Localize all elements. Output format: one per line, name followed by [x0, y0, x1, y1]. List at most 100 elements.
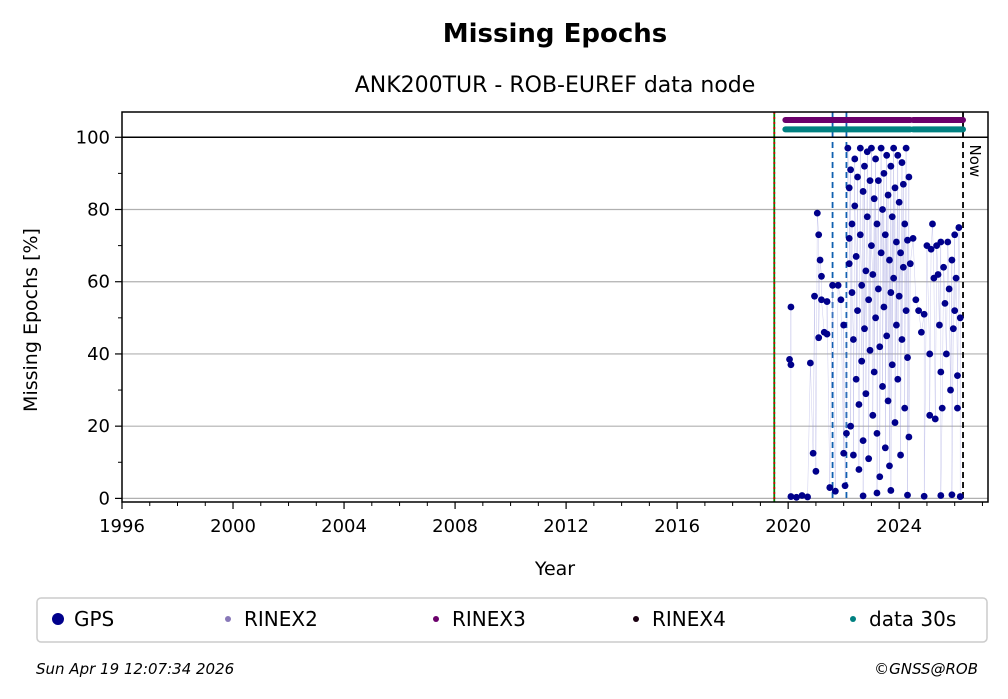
data-point: [816, 256, 824, 264]
data-point: [937, 238, 945, 246]
y-tick-label: 60: [87, 272, 110, 293]
data-point: [874, 285, 882, 293]
data-point: [848, 220, 856, 228]
data-point: [855, 466, 863, 473]
availability-bars: [782, 116, 967, 133]
data-point: [804, 493, 811, 501]
data-point: [829, 281, 836, 289]
data-point: [869, 411, 877, 419]
legend-marker: [52, 613, 64, 625]
data-point: [944, 238, 952, 246]
data-point: [793, 493, 800, 501]
data-point: [956, 493, 964, 500]
data-point: [947, 386, 954, 394]
data-point: [954, 372, 961, 380]
data-point: [948, 256, 956, 264]
data-point: [863, 213, 871, 221]
data-point: [880, 303, 888, 311]
data-point: [823, 298, 831, 305]
x-tick-label: 2020: [765, 516, 811, 537]
data-point: [852, 253, 860, 260]
data-point: [858, 357, 866, 365]
data-point: [897, 249, 904, 257]
data-point: [926, 411, 934, 419]
data-point: [886, 256, 893, 264]
x-tick-label: 2004: [321, 516, 367, 537]
data-point: [877, 249, 885, 257]
data-point: [887, 289, 895, 296]
data-point: [949, 325, 957, 333]
data-point: [843, 429, 850, 437]
y-tick-label: 100: [76, 127, 110, 148]
data-point: [862, 390, 870, 398]
data-point: [954, 404, 961, 412]
legend-frame: [36, 597, 988, 643]
y-ticks: 0 20 40 60 80 100: [76, 127, 122, 509]
data-point: [906, 260, 914, 268]
data-point: [811, 292, 818, 300]
data-point: [826, 484, 834, 491]
data-point: [840, 449, 848, 457]
data-point: [895, 292, 903, 300]
data-point: [893, 238, 900, 246]
legend-label: RINEX4: [652, 607, 726, 631]
data-point: [888, 213, 896, 221]
data-point: [899, 180, 907, 188]
data-point: [873, 429, 881, 437]
data-point: [872, 314, 879, 322]
data-point: [809, 449, 817, 457]
data-point: [920, 492, 928, 500]
data-point: [884, 191, 892, 199]
data-point: [859, 492, 867, 500]
data-point: [886, 462, 893, 470]
data-point: [861, 162, 868, 170]
data-point: [901, 404, 909, 412]
data-point: [927, 245, 935, 253]
data-point: [847, 166, 855, 174]
data-point: [938, 404, 946, 412]
plot-frame: [121, 111, 989, 503]
data-point: [881, 444, 889, 452]
footer-timestamp: Sun Apr 19 12:07:34 2026: [36, 660, 234, 678]
data-point: [813, 209, 821, 217]
data-point: [840, 321, 848, 329]
y-axis-label: Missing Epochs [%]: [20, 228, 42, 412]
data-point: [956, 314, 964, 322]
data-point: [845, 184, 853, 192]
data-point: [929, 220, 936, 228]
data-point: [866, 346, 874, 354]
data-point: [920, 310, 928, 318]
data-point: [893, 321, 900, 329]
data-point: [874, 177, 882, 185]
data-point: [873, 489, 881, 497]
data-point: [861, 325, 868, 333]
data-point: [787, 303, 795, 311]
data-point: [904, 491, 911, 499]
data-point: [898, 336, 906, 343]
data-point: [891, 419, 899, 426]
data-point: [902, 144, 910, 152]
data-point: [854, 173, 861, 181]
data-point: [936, 321, 943, 329]
x-ticks: 1996 2000 2004 2008 2012 2016 2020 2024: [99, 502, 983, 537]
data-point: [904, 354, 911, 361]
data-point: [891, 184, 899, 192]
data-point: [845, 234, 853, 242]
data-point: [909, 234, 917, 242]
data-point: [787, 493, 795, 500]
data-point: [798, 492, 806, 499]
legend-marker: [225, 616, 231, 622]
footer-copyright: ©GNSS@ROB: [874, 660, 978, 678]
x-axis-label: Year: [534, 558, 575, 580]
legend-label: RINEX2: [244, 607, 318, 631]
legend-label: RINEX3: [452, 607, 526, 631]
data-point: [879, 206, 886, 213]
data-point: [905, 433, 913, 441]
data-point: [890, 274, 898, 282]
data-point: [834, 281, 842, 289]
data-point: [854, 307, 861, 315]
data-point: [883, 332, 891, 340]
data-point: [787, 361, 795, 369]
data-point: [904, 236, 911, 244]
legend-marker: [850, 616, 856, 622]
